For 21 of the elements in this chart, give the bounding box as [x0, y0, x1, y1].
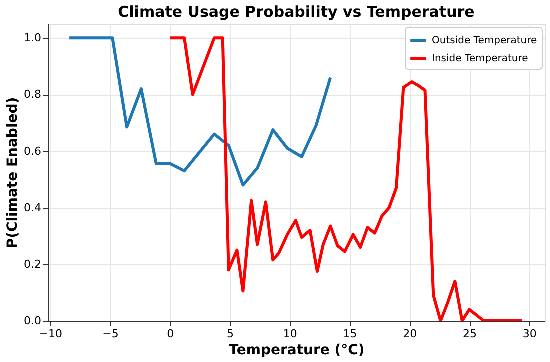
y-tick-label: 0.4: [24, 201, 42, 214]
x-tick-label: 0: [167, 328, 174, 340]
x-tick-label: 20: [403, 328, 418, 340]
y-tick-label: 0.2: [24, 258, 42, 271]
legend-label: Inside Temperature: [432, 54, 528, 64]
y-axis-title: P(Climate Enabled): [5, 97, 22, 249]
y-tick-label: 1.0: [24, 32, 42, 45]
chart-title: Climate Usage Probability vs Temperature: [118, 3, 475, 21]
x-tick-label: 5: [227, 328, 234, 340]
line-series: [68, 36, 332, 187]
legend-label: Outside Temperature: [432, 36, 538, 46]
x-tick-label: −5: [102, 328, 119, 340]
y-tick-label: 0.6: [24, 144, 42, 158]
x-tick-label: 25: [463, 328, 478, 340]
x-axis-title: Temperature (°C): [229, 342, 365, 358]
y-tick-label: 0.0: [24, 314, 42, 328]
y-tick-label: 0.8: [24, 88, 42, 102]
x-tick-label: 15: [343, 328, 358, 340]
x-tick-label: 30: [522, 328, 537, 340]
x-tick-label: −10: [39, 328, 63, 340]
x-tick-label: 10: [283, 328, 298, 340]
